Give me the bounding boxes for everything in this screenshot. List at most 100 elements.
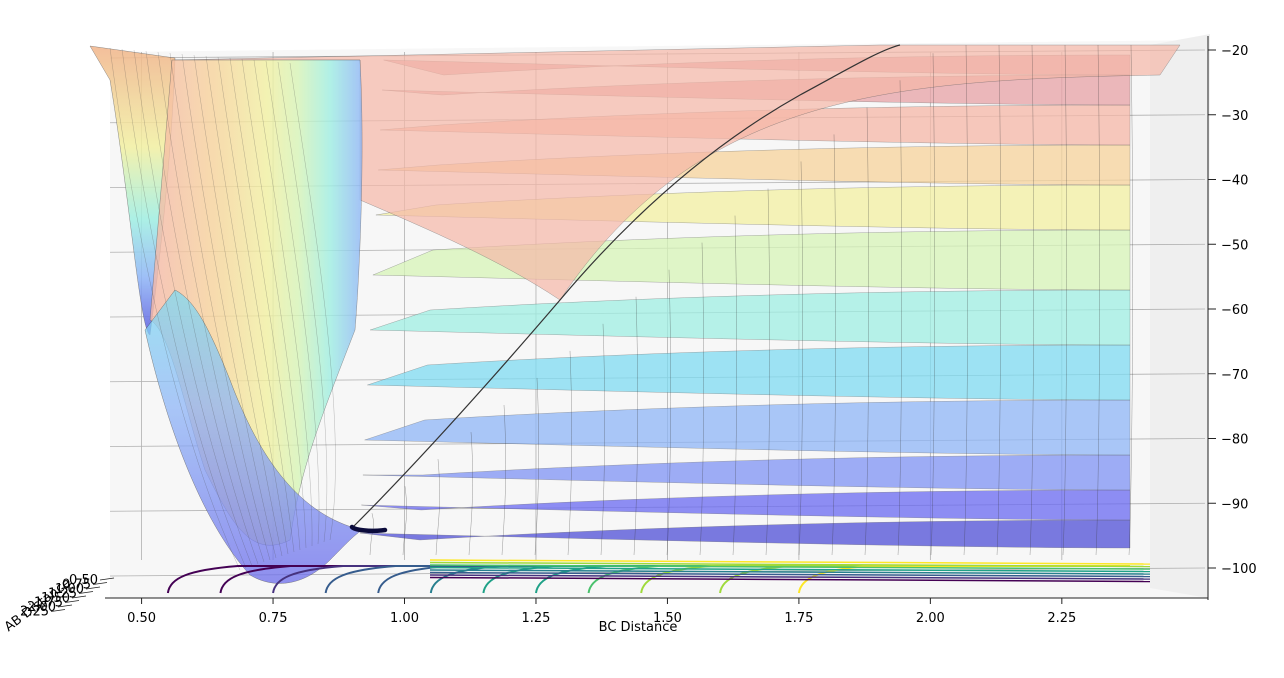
contour-line — [272, 565, 1130, 594]
y-tick-mark — [78, 591, 94, 594]
mesh-line — [534, 377, 539, 556]
mesh-line — [229, 57, 301, 551]
y-tick-mark — [64, 600, 80, 603]
z-tick-label: −20 — [1221, 44, 1248, 59]
y-tick-mark — [57, 604, 73, 608]
y-tick-label: 2.00 — [27, 600, 56, 615]
mesh-line — [1128, 44, 1133, 556]
contour-line — [219, 565, 1130, 594]
mesh-line — [205, 55, 289, 555]
y-tick-label: 0.75 — [62, 578, 91, 593]
contour-band — [429, 566, 1151, 573]
mesh-line — [289, 62, 336, 541]
x-tick-label: 1.00 — [390, 611, 419, 626]
mesh-line — [996, 44, 1001, 556]
x-tick-label: 1.75 — [784, 611, 813, 626]
mesh-line — [193, 54, 283, 557]
y-tick-label: 1.00 — [55, 582, 84, 597]
mesh-line — [963, 44, 968, 556]
y-tick-label: 1.50 — [41, 591, 70, 606]
mesh-line — [121, 48, 247, 569]
mesh-line — [864, 107, 869, 556]
y-tick-label: 0.50 — [69, 573, 98, 588]
mesh-line — [831, 134, 836, 556]
mesh-line — [765, 188, 770, 556]
contour-band — [429, 561, 1151, 568]
z-tick-label: −90 — [1221, 497, 1248, 512]
z-tick-label: −100 — [1221, 562, 1257, 577]
surface-band — [364, 399, 1131, 456]
y-axis: 0.500.751.001.251.501.752.002.25 AB Dist… — [2, 573, 115, 635]
mesh-line — [181, 53, 277, 559]
z-tick-label: −40 — [1221, 174, 1248, 189]
y-tick-mark — [85, 586, 101, 590]
mesh-line — [732, 215, 737, 556]
mesh-line — [666, 269, 671, 556]
contour-band — [429, 571, 1151, 578]
mesh-line — [265, 60, 320, 545]
y-tick-label: 1.25 — [48, 587, 77, 602]
floor-contours — [166, 559, 1151, 594]
x-axis: 0.50 0.75 1.00 1.25 1.50 1.75 2.00 2.25 BC Dist… — [105, 597, 1208, 635]
surface-band — [361, 489, 1131, 521]
mesh-line — [169, 52, 271, 561]
contour-line — [324, 565, 1130, 594]
y-tick-mark — [50, 609, 66, 612]
contour-band — [429, 576, 1151, 583]
y-tick-label: 2.25 — [20, 605, 49, 620]
contour-line — [429, 565, 1130, 594]
mesh-line — [501, 404, 506, 556]
mesh-line — [402, 486, 407, 556]
x-tick-label: 0.75 — [259, 611, 288, 626]
mesh-line — [145, 50, 259, 565]
mesh-line — [217, 56, 295, 553]
mesh-line — [241, 58, 307, 549]
mesh-line — [897, 80, 902, 556]
x-tick-label: 2.00 — [916, 611, 945, 626]
x-tick-label: 1.50 — [653, 611, 682, 626]
mesh-line — [157, 51, 265, 563]
surface-top — [171, 44, 1181, 301]
surface-band — [370, 289, 1131, 346]
x-tick-label: 2.25 — [1047, 611, 1076, 626]
mesh-line — [109, 47, 241, 571]
surface-ridge — [351, 44, 901, 529]
y-tick-mark — [71, 595, 87, 599]
contour-band — [429, 559, 1151, 565]
surface-energy-bands — [171, 44, 1181, 549]
surface-bowl — [144, 289, 363, 584]
mesh-line — [798, 161, 803, 556]
z-tick-label: −30 — [1221, 109, 1248, 124]
y-tick-mark — [92, 582, 108, 585]
contour-band — [429, 574, 1151, 580]
y-tick-mark — [99, 577, 115, 581]
contour-band — [429, 564, 1151, 570]
y-tick-label: 1.75 — [34, 596, 63, 611]
z-tick-label: −60 — [1221, 303, 1248, 318]
mesh-line — [1029, 44, 1034, 556]
z-axis: −20 −30 −40 −50 −60 −70 −80 −90 −100 — [1207, 36, 1257, 600]
z-tick-label: −50 — [1221, 238, 1248, 253]
contour-line — [166, 565, 1130, 594]
mesh-line — [1062, 44, 1067, 556]
mesh-line — [567, 350, 572, 556]
contour-line — [377, 565, 1130, 594]
mesh-line — [133, 49, 253, 567]
mesh-line — [369, 513, 374, 556]
mesh-line — [930, 53, 935, 556]
surface-mesh-lines — [109, 44, 1133, 571]
mesh-line — [435, 459, 440, 556]
z-tick-label: −80 — [1221, 433, 1248, 448]
mesh-line — [1095, 44, 1100, 556]
mesh-line — [600, 323, 605, 556]
mesh-line — [277, 61, 328, 543]
mesh-line — [699, 242, 704, 556]
x-axis-label: BC Distance — [599, 620, 678, 635]
x-tick-label: 1.25 — [521, 611, 550, 626]
right-pane — [1150, 34, 1210, 598]
mesh-line — [468, 432, 473, 556]
trajectory-line — [349, 524, 388, 534]
contour-band — [429, 569, 1151, 575]
x-tick-label: 0.50 — [127, 611, 156, 626]
